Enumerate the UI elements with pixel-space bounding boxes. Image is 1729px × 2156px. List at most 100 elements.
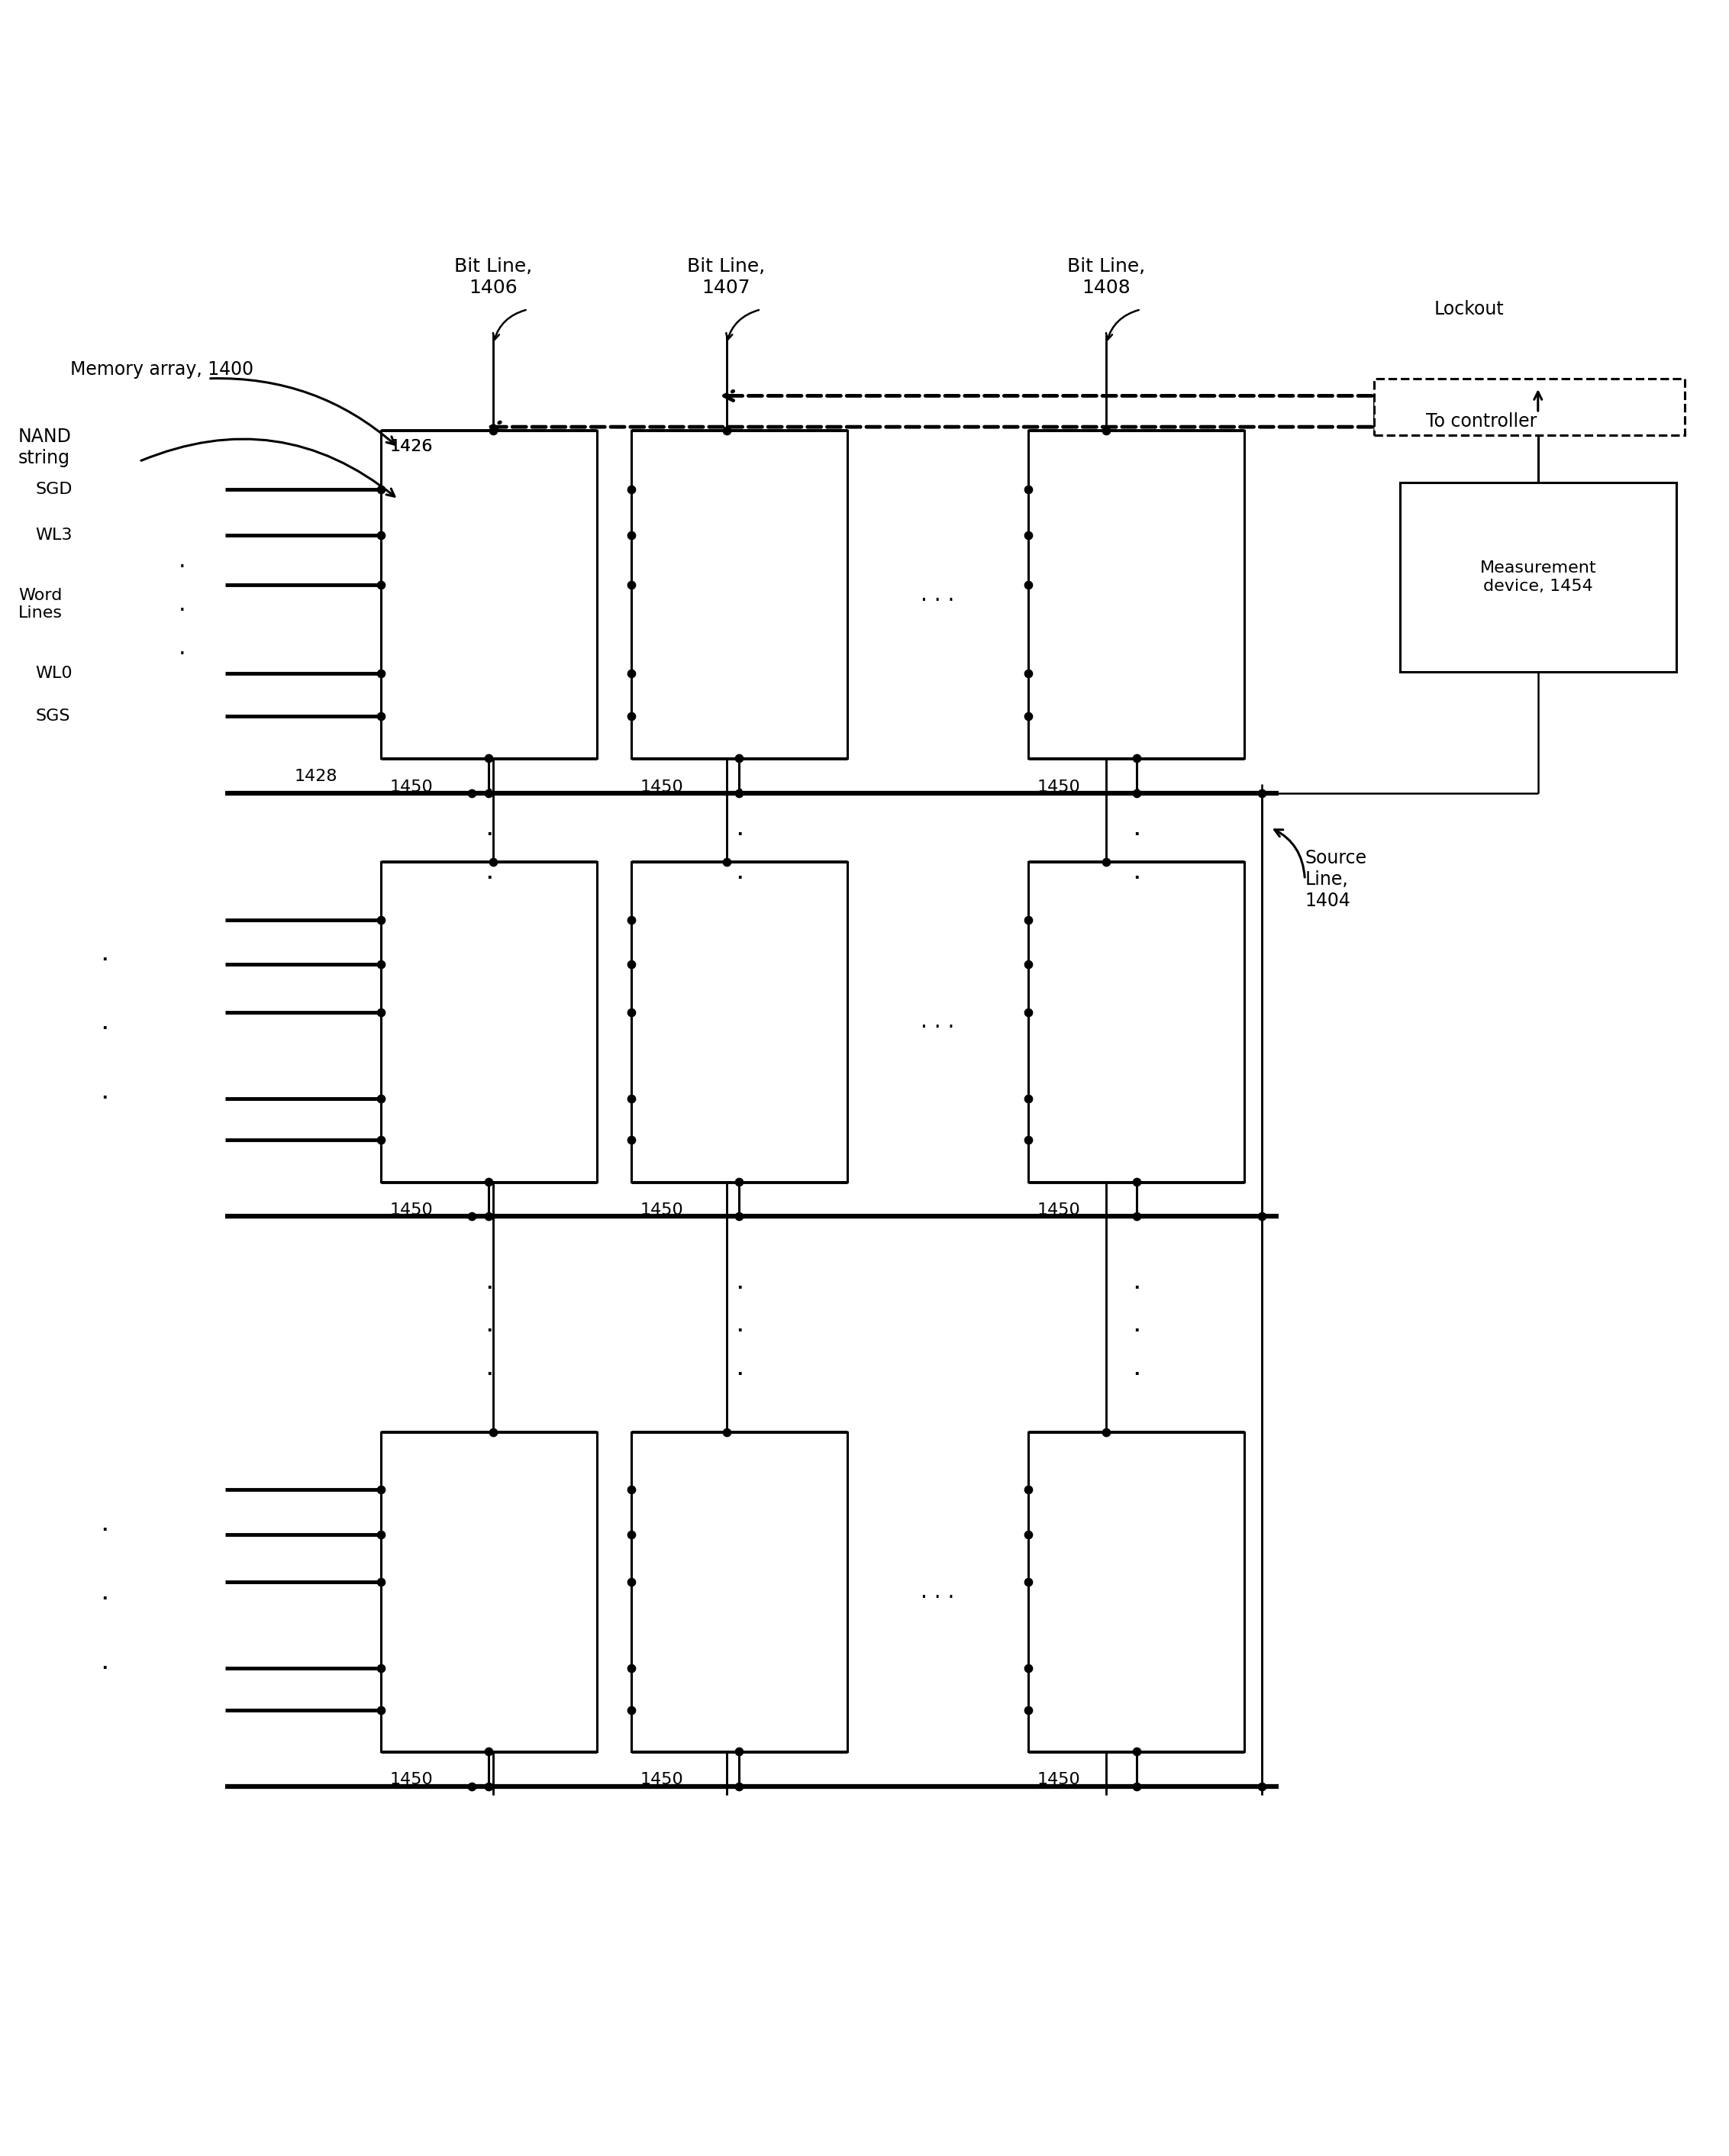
Point — [617, 699, 645, 733]
Text: .: . — [178, 593, 187, 614]
Text: .: . — [484, 815, 493, 841]
Point — [367, 996, 394, 1031]
Point — [1015, 567, 1043, 602]
Bar — [380, 862, 597, 1181]
Text: .: . — [178, 636, 187, 658]
Text: SGS: SGS — [36, 707, 71, 724]
Point — [1015, 699, 1043, 733]
Text: Word
Lines: Word Lines — [19, 589, 62, 621]
Point — [617, 903, 645, 938]
Point — [726, 1733, 754, 1768]
Text: To controller: To controller — [1426, 412, 1537, 431]
Bar — [631, 1432, 847, 1751]
Point — [367, 1082, 394, 1117]
Text: .: . — [735, 1268, 743, 1294]
Text: 1450: 1450 — [640, 778, 683, 793]
Point — [1015, 517, 1043, 552]
Point — [712, 414, 740, 448]
Text: Source
Line,
1404: Source Line, 1404 — [1305, 849, 1368, 910]
Text: .: . — [100, 1647, 109, 1673]
Point — [617, 655, 645, 690]
Text: 1450: 1450 — [640, 1203, 683, 1218]
Point — [475, 1733, 503, 1768]
Point — [1122, 742, 1150, 776]
Text: .: . — [1132, 815, 1141, 841]
Point — [475, 1164, 503, 1199]
Point — [367, 517, 394, 552]
Point — [726, 742, 754, 776]
Point — [458, 1768, 486, 1802]
Point — [1015, 472, 1043, 507]
Text: 1450: 1450 — [640, 1772, 683, 1787]
Point — [1015, 1082, 1043, 1117]
Point — [367, 699, 394, 733]
Text: .: . — [100, 1009, 109, 1035]
Point — [617, 472, 645, 507]
Text: Bit Line,
1408: Bit Line, 1408 — [1067, 257, 1145, 298]
Text: 1450: 1450 — [1037, 1772, 1081, 1787]
Point — [617, 1082, 645, 1117]
Point — [1015, 1651, 1043, 1686]
Point — [1093, 1414, 1120, 1449]
Point — [1015, 996, 1043, 1031]
Point — [1015, 1692, 1043, 1727]
Point — [617, 1651, 645, 1686]
Point — [1015, 946, 1043, 981]
Text: .: . — [1132, 1354, 1141, 1380]
Point — [367, 1565, 394, 1600]
Text: .: . — [735, 772, 743, 798]
Point — [712, 1414, 740, 1449]
Text: .: . — [484, 1354, 493, 1380]
Text: .: . — [735, 1311, 743, 1337]
Point — [367, 1123, 394, 1158]
Point — [617, 1692, 645, 1727]
Text: .: . — [484, 858, 493, 884]
Text: .: . — [1132, 772, 1141, 798]
Text: .: . — [484, 772, 493, 798]
Text: .: . — [484, 1268, 493, 1294]
Text: 1426: 1426 — [389, 440, 432, 455]
Point — [367, 472, 394, 507]
Text: SGD: SGD — [36, 481, 73, 498]
Text: .: . — [1132, 858, 1141, 884]
Point — [475, 1768, 503, 1802]
Point — [367, 1692, 394, 1727]
Point — [479, 1414, 507, 1449]
Text: .: . — [484, 1311, 493, 1337]
Point — [726, 1768, 754, 1802]
Point — [1093, 414, 1120, 448]
Text: 1428: 1428 — [294, 770, 337, 785]
Bar — [1029, 862, 1245, 1181]
Point — [712, 845, 740, 880]
Text: .: . — [100, 1078, 109, 1104]
Point — [726, 1164, 754, 1199]
Point — [617, 517, 645, 552]
Text: Memory array, 1400: Memory array, 1400 — [71, 360, 254, 379]
Text: WL0: WL0 — [36, 666, 73, 681]
Point — [367, 903, 394, 938]
Bar — [1029, 1432, 1245, 1751]
Point — [1122, 1733, 1150, 1768]
Point — [458, 776, 486, 811]
Point — [726, 1199, 754, 1233]
Point — [1122, 1164, 1150, 1199]
Point — [367, 1651, 394, 1686]
Text: .: . — [100, 1578, 109, 1604]
Point — [1248, 1768, 1276, 1802]
Point — [617, 567, 645, 602]
Text: Measurement
device, 1454: Measurement device, 1454 — [1480, 561, 1596, 593]
Text: .: . — [100, 940, 109, 966]
Text: .: . — [735, 1354, 743, 1380]
Text: 1426: 1426 — [389, 440, 432, 455]
Bar — [380, 431, 597, 759]
Text: .: . — [735, 858, 743, 884]
Point — [1093, 845, 1120, 880]
Text: 1450: 1450 — [1037, 778, 1081, 793]
Point — [1015, 1473, 1043, 1507]
Point — [475, 742, 503, 776]
Point — [617, 996, 645, 1031]
Point — [1248, 776, 1276, 811]
Point — [1015, 655, 1043, 690]
Point — [617, 1473, 645, 1507]
Text: WL3: WL3 — [36, 528, 73, 543]
